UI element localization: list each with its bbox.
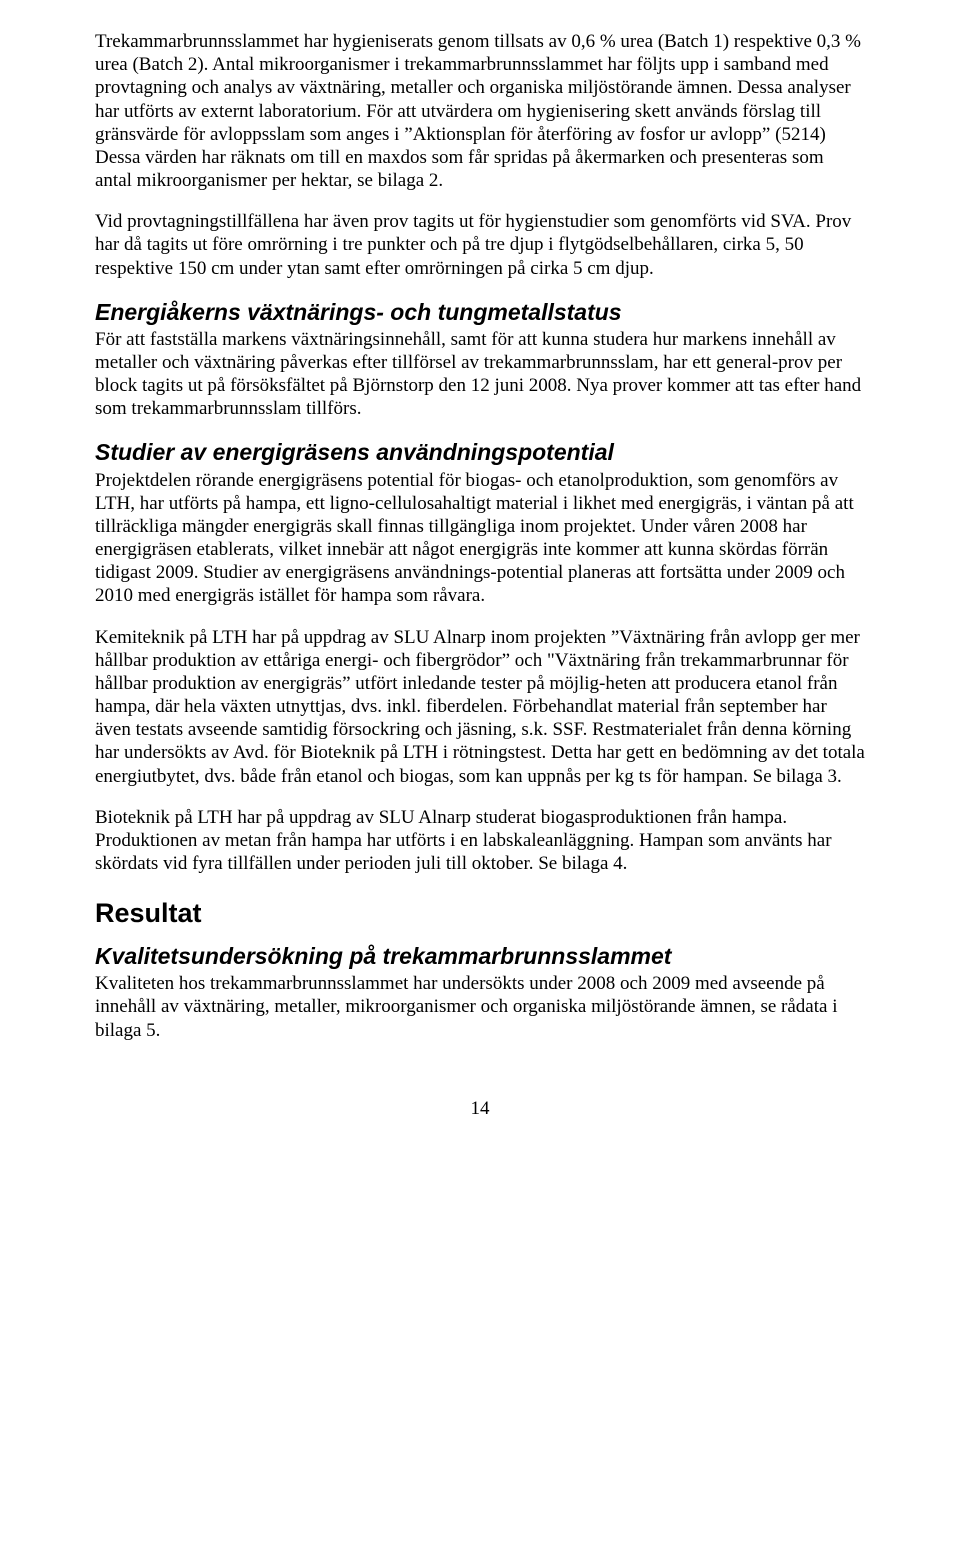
section-heading-energiakern: Energiåkerns växtnärings- och tungmetall… (95, 298, 865, 326)
body-paragraph: Kvaliteten hos trekammarbrunnsslammet ha… (95, 972, 865, 1042)
body-paragraph: Projektdelen rörande energigräsens poten… (95, 469, 865, 608)
body-paragraph: Vid provtagningstillfällena har även pro… (95, 210, 865, 280)
body-paragraph: För att fastställa markens växtnäringsin… (95, 328, 865, 421)
section-heading-kvalitet: Kvalitetsundersökning på trekammarbrunns… (95, 942, 865, 970)
body-paragraph: Bioteknik på LTH har på uppdrag av SLU A… (95, 806, 865, 876)
section-heading-resultat: Resultat (95, 897, 865, 930)
document-page: Trekammarbrunnsslammet har hygieniserats… (0, 0, 960, 1543)
section-heading-studier: Studier av energigräsens användningspote… (95, 438, 865, 466)
page-number: 14 (95, 1097, 865, 1120)
body-paragraph: Trekammarbrunnsslammet har hygieniserats… (95, 30, 865, 192)
body-paragraph: Kemiteknik på LTH har på uppdrag av SLU … (95, 626, 865, 788)
